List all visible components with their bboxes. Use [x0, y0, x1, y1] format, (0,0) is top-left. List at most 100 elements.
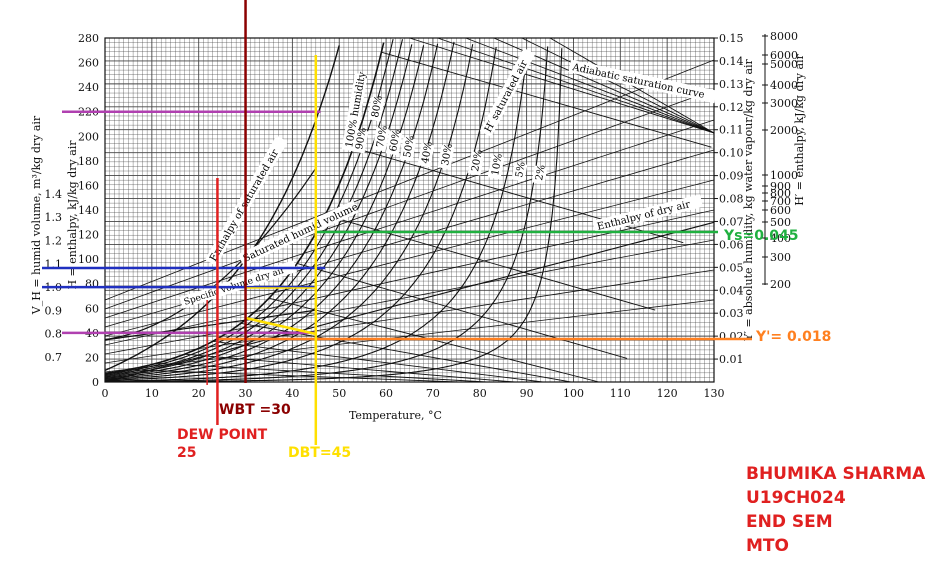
rh-curve-2	[105, 48, 563, 383]
rh-label-5-text: 5%	[514, 161, 528, 179]
adiabatic-line	[212, 340, 543, 383]
rh-label-60-text: 60%	[388, 129, 403, 153]
rh-label-30: 30%	[437, 143, 455, 170]
h-sat-label-bg	[479, 47, 536, 138]
x-tick-label: 10	[145, 387, 159, 400]
rh-label-90: 90%	[351, 127, 369, 154]
x-tick-label: 60	[379, 387, 393, 400]
x-tick-label: 20	[192, 387, 206, 400]
rh-label-10-bg	[487, 155, 505, 180]
humidity-tick-label: 0.14	[719, 55, 744, 68]
adiabatic-line	[437, 37, 715, 134]
student-name: BHUMIKA SHARMA	[746, 464, 926, 484]
rh-label-80-text: 80%	[370, 95, 385, 119]
dew-point-label: DEW POINT	[177, 427, 268, 443]
rh-label-2: 2%	[531, 164, 548, 185]
humidity-axis-title: Y′ = absolute humidity, kg water vapour/…	[742, 58, 755, 341]
x-tick-label: 90	[520, 387, 534, 400]
rh-label-5: 5%	[511, 161, 528, 182]
enthalpy-right-tick-label: 8000	[770, 30, 798, 43]
student-roll: U19CH024	[746, 488, 846, 508]
course-code: MTO	[746, 536, 789, 556]
enthalpy-right-tick-label: 400	[770, 232, 791, 245]
enthalpy-tick-label: 260	[78, 57, 99, 70]
adiabatic-label-bg	[568, 59, 717, 104]
adiabatic-line	[465, 37, 715, 134]
enthalpy-tick-label: 240	[78, 81, 99, 94]
rh-label-5-bg	[511, 162, 528, 182]
rh-label-20: 20%	[467, 149, 485, 176]
humidity-tick-label: 0.01	[719, 353, 744, 366]
exam-name: END SEM	[746, 512, 833, 532]
enthalpy-tick-label: 160	[78, 179, 99, 192]
enthalpy-right-tick-label: 1000	[770, 169, 798, 182]
dew-point-value: 25	[177, 445, 196, 461]
enthalpy-dry-label: Enthalpy of dry air	[592, 194, 704, 234]
vol-spec-label-bg	[179, 260, 298, 309]
volume-line	[104, 89, 715, 310]
enthalpy-right-tick-label: 900	[770, 180, 791, 193]
dbt-to-wbt-line	[245, 316, 317, 336]
rh-label-70-text: 70%	[375, 125, 390, 149]
adiabatic-line	[156, 362, 487, 383]
enthalpy-dry-label-bg	[592, 194, 704, 234]
humidity-tick-label: 0.06	[719, 238, 744, 251]
adiabatic-line	[353, 147, 684, 244]
enthalpy-tick-label: 120	[78, 229, 99, 242]
enthalpy-tick-label: 280	[78, 32, 99, 45]
humidity-tick-label: 0.04	[719, 284, 744, 297]
humidity-tick-label: 0.13	[719, 78, 744, 91]
rh-label-40: 40%	[417, 141, 435, 168]
rh-label-50-bg	[399, 137, 417, 162]
adiabatic-label: Adiabatic saturation curve	[568, 59, 717, 104]
x-tick-label: 130	[704, 387, 725, 400]
volume-tick-label: 0.8	[45, 328, 63, 341]
humidity-tick-label: 0.09	[719, 170, 744, 183]
enthalpy-tick-label: 100	[78, 253, 99, 266]
adiabatic-line	[296, 262, 628, 359]
x-tick-label: 80	[473, 387, 487, 400]
chart-annotations: WBT =30 DEW POINT 25 DBT=45 Ys=0.045 Y'= 0.01…	[42, 0, 831, 461]
rh-label-60: 60%	[385, 129, 403, 156]
enthalpy-tick-label: 20	[85, 351, 99, 364]
y-label: Y'= 0.018	[755, 329, 831, 345]
rh-label-20-bg	[467, 151, 485, 176]
rh-label-90-bg	[351, 129, 369, 154]
humidity-tick-label: 0.05	[719, 261, 744, 274]
rh-label-50-text: 50%	[402, 135, 417, 159]
ys-label: Ys=0.045	[723, 228, 798, 244]
rh-curve-40	[104, 41, 455, 380]
enthalpy-right-tick-label: 5000	[770, 58, 798, 71]
chart-grid	[104, 37, 715, 383]
adiabatic-line	[409, 37, 715, 134]
rh-label-100-bg	[341, 72, 368, 152]
volume-axis-title: V_H = humid volume, m³/kg dry air	[30, 115, 43, 315]
h-sat-label-text: H′ saturated air	[483, 58, 530, 134]
rh-label-80-bg	[367, 97, 385, 122]
enthalpy-right-tick-label: 3000	[770, 97, 798, 110]
x-tick-label: 120	[657, 387, 678, 400]
humidity-tick-label: 0.08	[719, 193, 744, 206]
rh-label-60-bg	[385, 131, 403, 156]
volume-tick-label: 0.7	[45, 351, 63, 364]
rh-label-50: 50%	[399, 135, 417, 162]
student-signature: BHUMIKA SHARMA U19CH024 END SEM MTO	[746, 462, 925, 558]
rh-label-2-bg	[531, 165, 548, 185]
volume-tick-label: 1.3	[45, 211, 63, 224]
x-tick-label: 100	[563, 387, 584, 400]
enthalpy-right-tick-label: 4000	[770, 79, 798, 92]
x-tick-label: 40	[285, 387, 299, 400]
enthalpy-right-tick-label: 600	[770, 204, 791, 217]
humidity-tick-label: 0.02	[719, 330, 744, 343]
rh-curve-50	[104, 43, 439, 379]
rh-curve-5	[105, 46, 549, 383]
humidity-tick-label: 0.15	[719, 32, 744, 45]
enthalpy-right-tick-label: 800	[770, 187, 791, 200]
rh-label-70-bg	[372, 127, 390, 152]
rh-curve-80	[104, 39, 404, 376]
volume-tick-label: 0.9	[45, 304, 63, 317]
rh-label-2-text: 2%	[534, 164, 548, 182]
enthalpy-right-tick-label: 2000	[770, 124, 798, 137]
